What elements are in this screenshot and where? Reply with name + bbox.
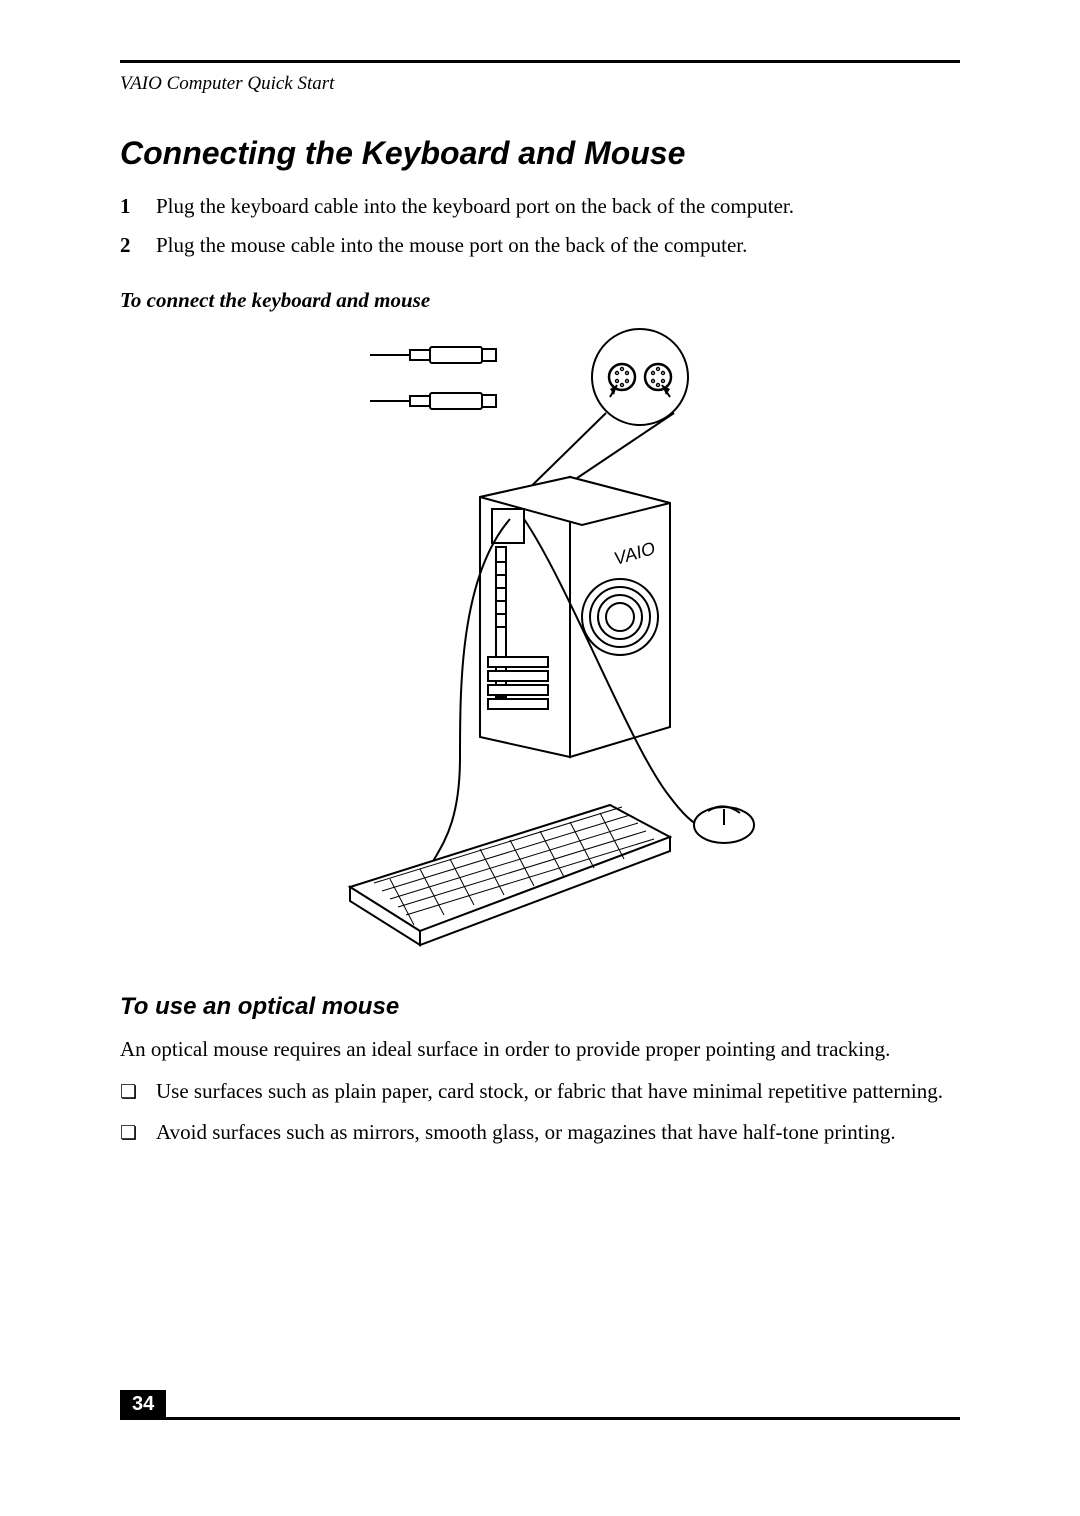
step-text: Plug the mouse cable into the mouse port… xyxy=(156,233,960,258)
figure-caption: To connect the keyboard and mouse xyxy=(120,288,960,313)
bottom-rule xyxy=(120,1417,960,1420)
step-text: Plug the keyboard cable into the keyboar… xyxy=(156,194,960,219)
diagram-svg: VAIO xyxy=(310,327,770,967)
subheading: To use an optical mouse xyxy=(120,993,960,1021)
top-rule xyxy=(120,60,960,63)
page-number: 34 xyxy=(120,1390,166,1419)
step-number: 2 xyxy=(120,233,156,258)
step-row: 1 Plug the keyboard cable into the keybo… xyxy=(120,194,960,219)
step-number: 1 xyxy=(120,194,156,219)
bullet-list: ❏ Use surfaces such as plain paper, card… xyxy=(120,1077,960,1146)
page-content: VAIO Computer Quick Start Connecting the… xyxy=(120,60,960,1159)
bullet-icon: ❏ xyxy=(120,1080,156,1106)
page-title: Connecting the Keyboard and Mouse xyxy=(120,135,960,172)
connection-diagram: VAIO xyxy=(120,327,960,967)
bullet-icon: ❏ xyxy=(120,1121,156,1147)
intro-paragraph: An optical mouse requires an ideal surfa… xyxy=(120,1035,960,1063)
list-item: ❏ Use surfaces such as plain paper, card… xyxy=(120,1077,960,1106)
bullet-text: Use surfaces such as plain paper, card s… xyxy=(156,1077,960,1105)
page-footer: 34 xyxy=(120,1390,960,1420)
bullet-text: Avoid surfaces such as mirrors, smooth g… xyxy=(156,1118,960,1146)
list-item: ❏ Avoid surfaces such as mirrors, smooth… xyxy=(120,1118,960,1147)
numbered-steps: 1 Plug the keyboard cable into the keybo… xyxy=(120,194,960,258)
step-row: 2 Plug the mouse cable into the mouse po… xyxy=(120,233,960,258)
running-head: VAIO Computer Quick Start xyxy=(120,73,960,95)
